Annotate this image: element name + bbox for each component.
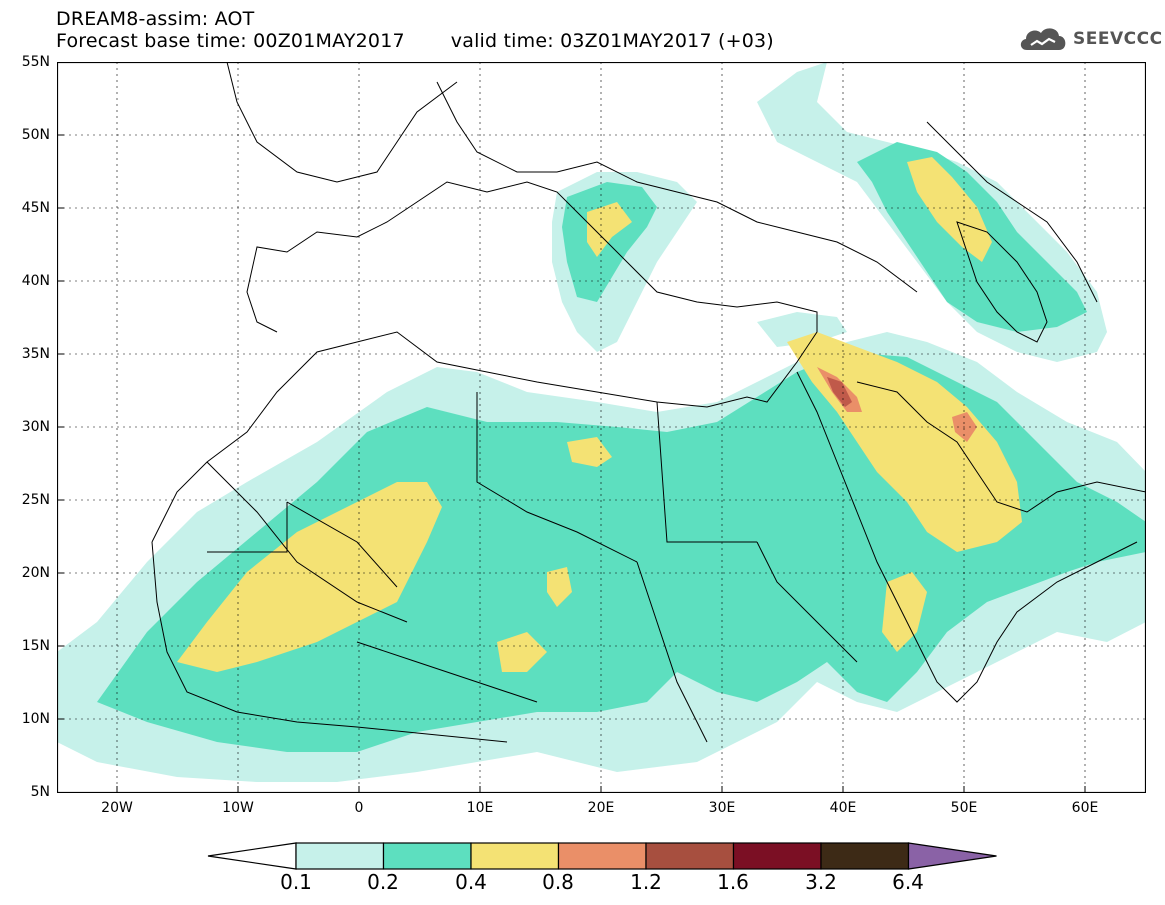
lat-label: 15N	[21, 638, 50, 654]
lat-label: 35N	[21, 346, 50, 362]
colorbar-cell	[645, 842, 735, 870]
colorbar-label: 6.4	[892, 870, 924, 894]
lon-label: 20E	[587, 800, 615, 816]
map-frame	[57, 62, 1146, 793]
colorbar-arrow-high	[907, 842, 997, 870]
forecast-base-time: Forecast base time: 00Z01MAY2017	[56, 30, 405, 52]
colorbar-cell	[295, 842, 385, 870]
map-title: DREAM8-assim: AOT	[56, 8, 255, 30]
aot-band-1.2	[827, 377, 852, 407]
colorbar-cell	[732, 842, 822, 870]
lat-label: 40N	[21, 273, 50, 289]
colorbar-label: 3.2	[805, 870, 837, 894]
colorbar-cell	[820, 842, 910, 870]
lat-label: 55N	[21, 54, 50, 70]
colorbar-cell	[557, 842, 647, 870]
aot-map	[57, 62, 1146, 793]
lon-label: 30E	[708, 800, 736, 816]
lat-label: 5N	[30, 784, 50, 800]
colorbar-label: 0.8	[542, 870, 574, 894]
valid-time: valid time: 03Z01MAY2017 (+03)	[450, 30, 774, 52]
colorbar-arrow-low	[207, 842, 297, 870]
logo-text: SEEVCCC	[1073, 29, 1163, 49]
cloud-icon	[1020, 28, 1066, 50]
colorbar-label: 0.2	[367, 870, 399, 894]
colorbar	[207, 842, 997, 870]
lon-label: 50E	[950, 800, 978, 816]
lon-label: 20W	[101, 800, 133, 816]
colorbar-label: 0.1	[280, 870, 312, 894]
map-header: DREAM8-assim: AOT Forecast base time: 00…	[56, 8, 774, 52]
lat-label: 25N	[21, 492, 50, 508]
lon-label: 10E	[466, 800, 494, 816]
lat-label: 10N	[21, 711, 50, 727]
lon-label: 40E	[829, 800, 857, 816]
lat-label: 20N	[21, 565, 50, 581]
seevccc-logo: SEEVCCC	[1017, 24, 1163, 54]
lon-label: 60E	[1071, 800, 1099, 816]
colorbar-cell	[470, 842, 560, 870]
colorbar-label: 1.2	[630, 870, 662, 894]
map-gridlines	[57, 62, 1146, 793]
lon-label: 0	[354, 800, 364, 816]
axis-ticks	[57, 134, 1086, 793]
aot-contours	[57, 62, 1146, 782]
aot-band-0.4	[177, 482, 442, 672]
lat-label: 30N	[21, 419, 50, 435]
lat-label: 45N	[21, 200, 50, 216]
colorbar-cell	[382, 842, 472, 870]
colorbar-label: 0.4	[455, 870, 487, 894]
coastlines	[151, 62, 1146, 743]
lon-label: 10W	[222, 800, 254, 816]
lat-label: 50N	[21, 127, 50, 143]
colorbar-label: 1.6	[717, 870, 749, 894]
